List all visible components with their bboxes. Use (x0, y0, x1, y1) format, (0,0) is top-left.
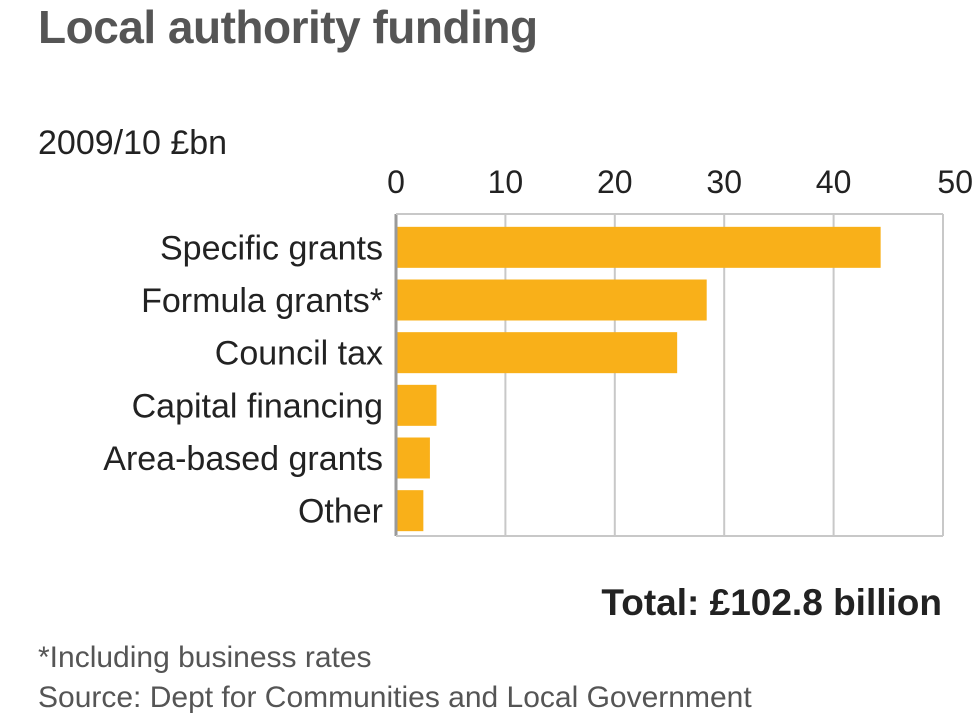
footnote: *Including business rates (38, 641, 372, 674)
unit-label: 2009/10 £bn (38, 124, 228, 162)
x-tick-label-40: 40 (816, 164, 852, 200)
category-label-5: Area-based grants (103, 440, 383, 478)
plot-frame (394, 213, 943, 537)
category-label-3: Council tax (215, 335, 383, 373)
source-note: Source: Dept for Communities and Local G… (38, 681, 752, 714)
bar-6 (397, 490, 424, 532)
bar-4 (397, 384, 437, 426)
bar-3 (397, 332, 678, 374)
bar-2 (397, 279, 707, 321)
bar-5 (397, 437, 430, 479)
category-label-1: Specific grants (160, 229, 383, 267)
x-tick-label-30: 30 (706, 164, 742, 200)
category-label-2: Formula grants* (141, 282, 383, 320)
bars (397, 226, 881, 532)
category-label-4: Capital financing (132, 387, 383, 425)
x-tick-label-50: 50 (937, 164, 973, 200)
category-labels: Specific grants Formula grants* Council ta… (103, 229, 383, 530)
bar-1 (397, 226, 881, 268)
x-tick-label-20: 20 (597, 164, 633, 200)
x-tick-labels: 0 10 20 30 40 50 (387, 164, 973, 200)
chart-title: Local authority funding (38, 1, 538, 53)
category-label-6: Other (298, 493, 383, 531)
total-label: Total: £102.8 billion (601, 582, 942, 623)
x-tick-label-10: 10 (488, 164, 524, 200)
x-tick-label-0: 0 (387, 164, 405, 200)
